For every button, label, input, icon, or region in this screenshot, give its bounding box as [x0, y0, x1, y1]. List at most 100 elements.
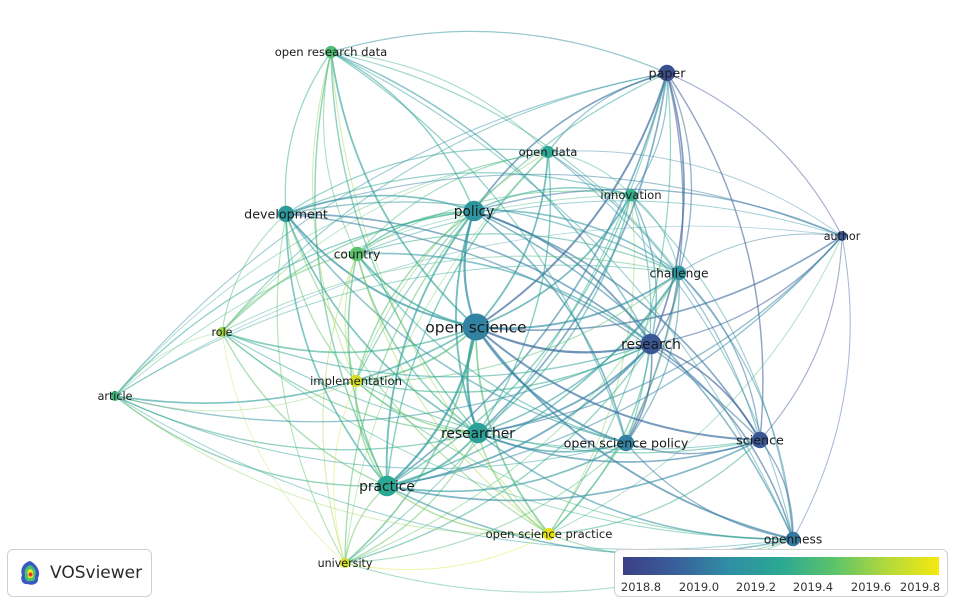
link-edge [475, 326, 627, 444]
color-legend: 2018.8 2019.0 2019.2 2019.4 2019.6 2019.… [614, 549, 948, 597]
node-label-challenge[interactable]: challenge [649, 266, 708, 280]
node-label-implementation[interactable]: implementation [310, 374, 402, 388]
node-label-open-data[interactable]: open data [519, 145, 578, 159]
link-edge [477, 194, 632, 434]
node-open-research-data[interactable] [324, 45, 338, 59]
node-article[interactable] [110, 391, 120, 401]
node-label-university[interactable]: university [318, 557, 373, 570]
link-edge [547, 72, 668, 153]
link-edge [221, 72, 668, 333]
link-edge [114, 225, 843, 397]
node-label-open-science[interactable]: open science [425, 318, 526, 336]
node-researcher[interactable] [467, 422, 489, 444]
link-edge [114, 151, 549, 397]
link-edge [114, 395, 479, 451]
link-edge [666, 72, 843, 237]
node-label-openness[interactable]: openness [764, 532, 822, 546]
node-label-research[interactable]: research [621, 337, 681, 353]
node-label-innovation[interactable]: innovation [600, 188, 661, 202]
link-edge [473, 209, 680, 274]
node-openness[interactable] [785, 531, 801, 547]
node-innovation[interactable] [624, 188, 638, 202]
link-edge [114, 210, 475, 397]
link-edge [330, 51, 479, 434]
link-edge [625, 194, 652, 444]
link-edge [477, 272, 680, 434]
link-edge [356, 253, 627, 444]
link-edge [330, 30, 668, 74]
link-edge [630, 194, 680, 274]
legend-tick: 2018.8 [620, 580, 662, 594]
node-label-practice[interactable]: practice [359, 479, 415, 495]
link-edge [114, 326, 477, 404]
link-edge [221, 331, 794, 540]
link-edge [354, 380, 388, 487]
node-university[interactable] [340, 558, 350, 568]
link-edge [666, 72, 693, 274]
link-edge [221, 213, 287, 333]
link-edge [475, 194, 632, 328]
link-edge [114, 194, 632, 397]
node-implementation[interactable] [349, 374, 363, 388]
link-edge [285, 201, 680, 274]
node-development[interactable] [277, 205, 295, 223]
link-edge [344, 326, 477, 564]
node-label-paper[interactable]: paper [649, 65, 687, 80]
node-label-development[interactable]: development [244, 206, 328, 221]
link-edge [650, 343, 794, 540]
link-edge [285, 213, 388, 487]
node-challenge[interactable] [671, 265, 687, 281]
link-edge [625, 439, 761, 455]
node-open-science-practice[interactable] [542, 527, 556, 541]
link-edge [333, 380, 357, 564]
node-label-science[interactable]: science [736, 432, 784, 447]
link-edge [547, 150, 843, 237]
link-edge [475, 326, 550, 535]
link-edge [114, 72, 668, 397]
link-edge [344, 272, 680, 564]
vosviewer-logo-badge: VOSviewer [7, 549, 152, 597]
app-name: VOSviewer [50, 563, 143, 583]
link-edge [344, 253, 358, 382]
node-label-policy[interactable]: policy [454, 204, 495, 220]
node-role[interactable] [217, 327, 227, 337]
node-label-article[interactable]: article [98, 390, 133, 403]
link-edge [221, 331, 479, 434]
node-label-open-research-data[interactable]: open research data [275, 45, 388, 59]
node-research[interactable] [640, 333, 662, 355]
node-label-country[interactable]: country [334, 247, 381, 261]
legend-tick: 2019.2 [735, 580, 777, 594]
node-label-open-science-practice[interactable]: open science practice [486, 527, 613, 541]
link-edge [475, 326, 652, 354]
node-label-author[interactable]: author [824, 230, 861, 243]
node-layer [110, 45, 847, 568]
vosviewer-density-logo-icon [21, 561, 40, 585]
link-edge [221, 151, 549, 333]
node-open-science-policy[interactable] [617, 434, 635, 452]
node-practice[interactable] [376, 475, 398, 497]
node-label-researcher[interactable]: researcher [441, 426, 515, 442]
node-country[interactable] [349, 246, 365, 262]
link-edge [221, 331, 652, 378]
node-label-open-science-policy[interactable]: open science policy [564, 435, 689, 450]
node-policy[interactable] [463, 200, 485, 222]
legend-tick: 2019.4 [792, 580, 834, 594]
link-edge [792, 235, 851, 540]
link-edge [285, 213, 477, 328]
link-edge [473, 72, 668, 212]
node-open-data[interactable] [541, 145, 555, 159]
node-open-science[interactable] [462, 313, 490, 341]
link-edge [475, 72, 668, 328]
link-edge [276, 213, 346, 564]
legend-tick: 2019.0 [678, 580, 720, 594]
node-label-role[interactable]: role [211, 326, 232, 339]
node-paper[interactable] [658, 64, 676, 82]
node-author[interactable] [837, 231, 847, 241]
link-edge [322, 253, 358, 564]
link-edge [386, 485, 794, 555]
link-edge [477, 235, 843, 434]
node-science[interactable] [751, 431, 769, 449]
link-edge [221, 253, 358, 333]
